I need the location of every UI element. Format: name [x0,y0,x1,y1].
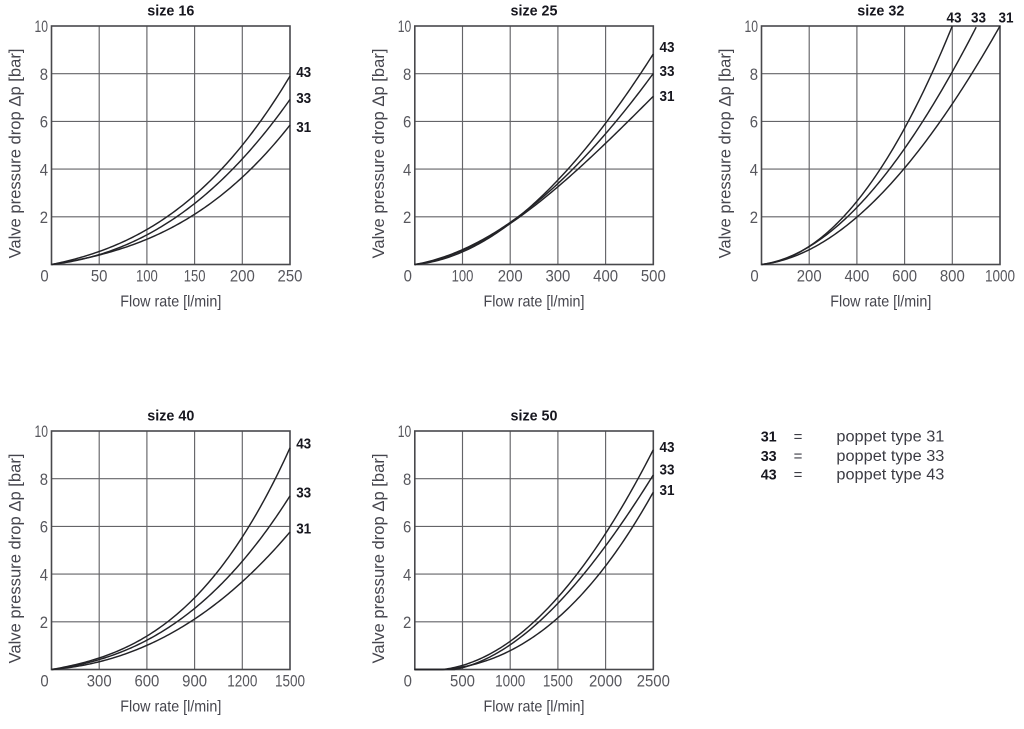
svg-text:Flow rate [l/min]: Flow rate [l/min] [120,294,221,311]
svg-text:Flow rate [l/min]: Flow rate [l/min] [484,294,585,311]
svg-text:400: 400 [593,267,618,286]
svg-text:100: 100 [452,267,474,286]
svg-text:8: 8 [40,470,48,489]
svg-text:300: 300 [545,267,570,286]
svg-text:4: 4 [40,160,48,179]
svg-text:Flow rate [l/min]: Flow rate [l/min] [120,699,221,716]
svg-text:4: 4 [403,565,411,584]
svg-text:200: 200 [230,267,255,286]
svg-text:2: 2 [40,208,48,227]
svg-text:500: 500 [450,672,475,691]
svg-text:size 50: size 50 [511,408,558,425]
svg-text:31: 31 [761,429,777,446]
svg-text:=: = [794,448,803,465]
svg-text:10: 10 [398,17,412,36]
svg-text:=: = [794,467,803,484]
svg-text:900: 900 [182,672,207,691]
svg-text:300: 300 [87,672,112,691]
svg-text:10: 10 [745,17,759,36]
svg-text:4: 4 [403,160,411,179]
svg-text:800: 800 [940,267,965,286]
svg-text:600: 600 [892,267,917,286]
svg-text:43: 43 [947,10,962,26]
svg-text:600: 600 [134,672,159,691]
svg-text:200: 200 [498,267,523,286]
svg-text:Valve pressure drop Δp [bar]: Valve pressure drop Δp [bar] [370,454,388,664]
svg-text:33: 33 [660,64,675,80]
svg-text:8: 8 [40,65,48,84]
svg-text:10: 10 [398,422,412,441]
svg-text:31: 31 [660,89,675,105]
svg-text:1200: 1200 [227,672,257,691]
svg-text:1500: 1500 [543,672,573,691]
svg-text:Flow rate [l/min]: Flow rate [l/min] [830,294,931,311]
svg-text:2: 2 [403,613,411,632]
svg-text:500: 500 [641,267,666,286]
svg-text:Valve pressure drop Δp [bar]: Valve pressure drop Δp [bar] [370,49,388,259]
svg-text:4: 4 [40,565,48,584]
svg-text:31: 31 [296,522,311,538]
svg-text:poppet type 43: poppet type 43 [836,467,944,484]
svg-text:Valve pressure drop Δp [bar]: Valve pressure drop Δp [bar] [717,49,735,259]
svg-text:6: 6 [403,518,411,537]
svg-text:size 40: size 40 [147,408,194,425]
svg-text:2: 2 [750,208,758,227]
svg-text:10: 10 [35,422,49,441]
svg-text:8: 8 [403,470,411,489]
svg-text:31: 31 [296,120,311,136]
svg-text:31: 31 [660,483,675,499]
svg-text:2500: 2500 [637,672,670,691]
svg-text:200: 200 [797,267,822,286]
svg-text:100: 100 [136,267,158,286]
svg-text:6: 6 [403,113,411,132]
svg-text:33: 33 [296,486,311,502]
svg-text:Valve pressure drop Δp [bar]: Valve pressure drop Δp [bar] [7,454,25,664]
svg-text:400: 400 [844,267,869,286]
svg-text:43: 43 [660,40,675,56]
svg-text:poppet type 33: poppet type 33 [836,448,944,465]
svg-text:1500: 1500 [275,672,305,691]
svg-text:0: 0 [40,672,48,691]
svg-text:10: 10 [35,17,49,36]
svg-text:2: 2 [403,208,411,227]
svg-text:43: 43 [761,467,777,484]
svg-text:43: 43 [296,65,311,81]
svg-text:size 25: size 25 [511,3,558,20]
svg-text:33: 33 [971,10,986,26]
svg-text:6: 6 [40,113,48,132]
svg-text:6: 6 [750,113,758,132]
svg-text:poppet type 31: poppet type 31 [836,429,944,446]
svg-text:2: 2 [40,613,48,632]
svg-text:31: 31 [999,10,1014,26]
svg-text:33: 33 [660,462,675,478]
svg-text:4: 4 [750,160,758,179]
svg-text:6: 6 [40,518,48,537]
svg-text:150: 150 [184,267,206,286]
svg-text:33: 33 [761,448,777,465]
svg-text:Flow rate [l/min]: Flow rate [l/min] [484,699,585,716]
svg-text:0: 0 [404,672,412,691]
svg-text:250: 250 [278,267,303,286]
svg-text:43: 43 [660,440,675,456]
svg-text:0: 0 [40,267,48,286]
svg-text:=: = [794,429,803,446]
svg-text:8: 8 [403,65,411,84]
svg-text:43: 43 [296,437,311,453]
svg-text:2000: 2000 [589,672,622,691]
svg-text:size 16: size 16 [147,3,194,20]
svg-text:1000: 1000 [985,267,1015,286]
svg-text:8: 8 [750,65,758,84]
svg-text:Valve pressure drop Δp [bar]: Valve pressure drop Δp [bar] [7,49,25,259]
svg-text:0: 0 [404,267,412,286]
svg-text:size 32: size 32 [857,3,904,20]
svg-text:0: 0 [750,267,758,286]
svg-text:33: 33 [296,91,311,107]
svg-text:1000: 1000 [495,672,525,691]
svg-text:50: 50 [91,267,108,286]
